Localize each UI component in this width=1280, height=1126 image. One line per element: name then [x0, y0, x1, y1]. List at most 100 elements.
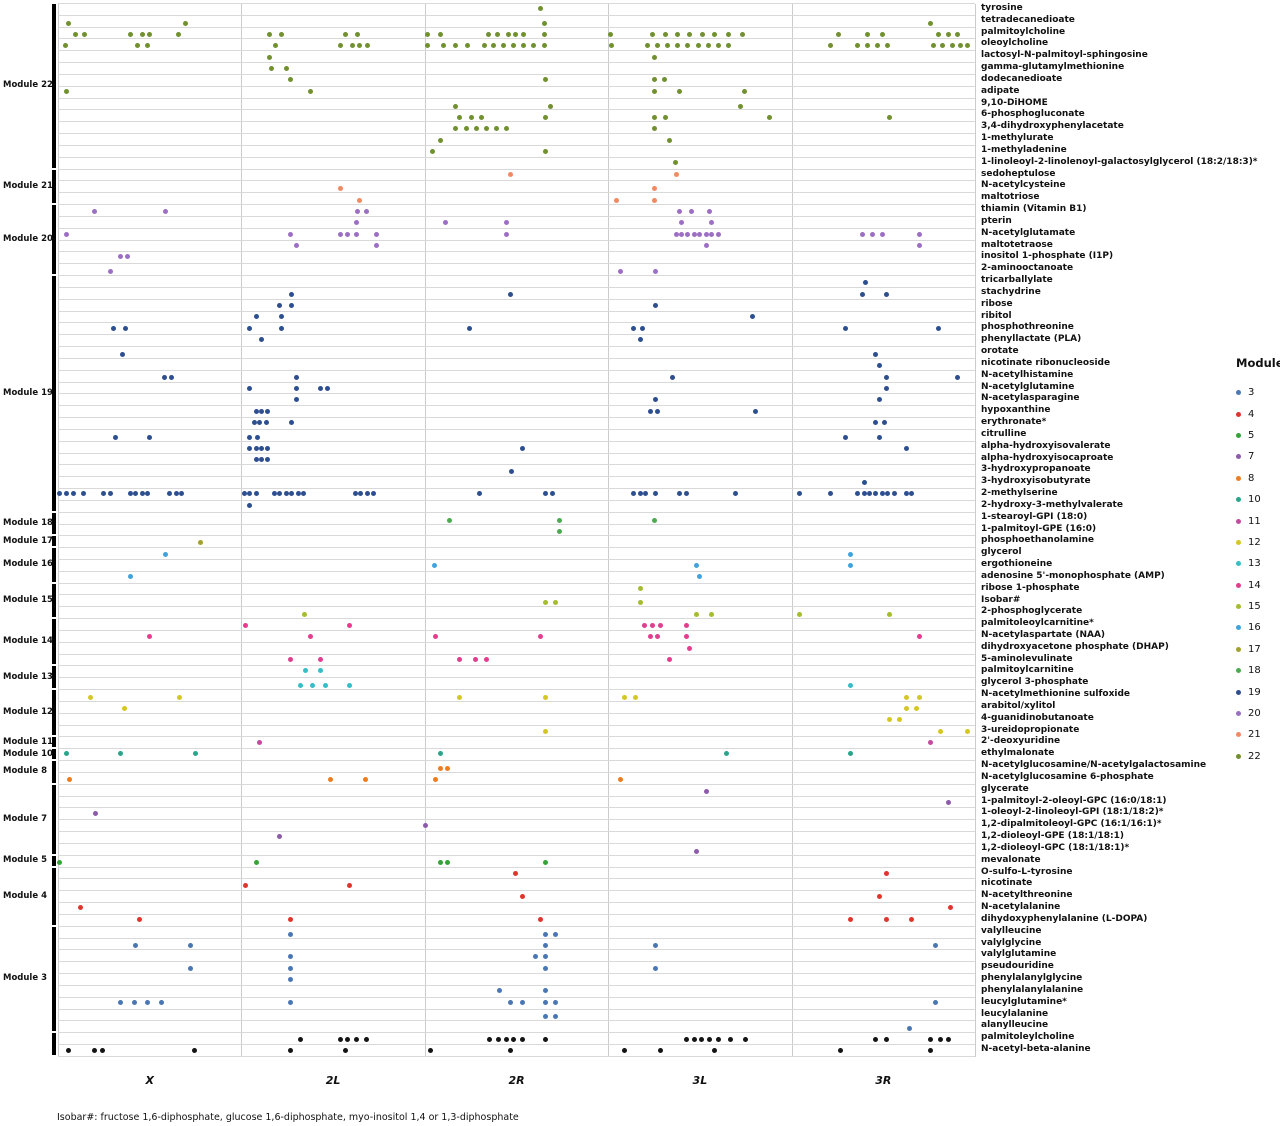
- qtl-dot: [437, 751, 443, 757]
- qtl-dot: [279, 32, 285, 38]
- qtl-dot: [767, 114, 773, 120]
- qtl-dot: [62, 43, 68, 49]
- qtl-dot: [253, 314, 259, 320]
- qtl-dot: [287, 77, 293, 83]
- qtl-dot: [903, 694, 909, 700]
- metabolite-row: [58, 430, 975, 442]
- metabolite-row: [58, 607, 975, 620]
- qtl-dot: [875, 43, 881, 49]
- metabolite-row: [58, 1010, 975, 1022]
- metabolite-row: [58, 986, 975, 998]
- metabolite-label: arabitol/xylitol: [981, 700, 1056, 711]
- qtl-dot: [737, 103, 743, 109]
- qtl-dot: [67, 777, 73, 783]
- qtl-dot: [859, 231, 865, 237]
- qtl-dot: [653, 397, 659, 403]
- qtl-dot: [337, 186, 343, 192]
- metabolite-label: leucylglutamine*: [981, 996, 1067, 1007]
- qtl-dot: [357, 43, 363, 49]
- qtl-dot: [617, 269, 623, 275]
- qtl-dot: [537, 5, 543, 11]
- qtl-dot: [353, 220, 359, 226]
- qtl-dot: [345, 1037, 351, 1043]
- metabolite-label: tyrosine: [981, 3, 1023, 13]
- module-bar: [52, 926, 56, 1032]
- metabolite-row: [58, 276, 975, 288]
- module-bar: [52, 749, 56, 760]
- qtl-dot: [267, 54, 273, 60]
- qtl-dot: [187, 965, 193, 971]
- qtl-dot: [77, 905, 83, 911]
- metabolite-label: dihydroxyacetone phosphate (DHAP): [981, 641, 1169, 652]
- qtl-dot: [613, 197, 619, 203]
- qtl-dot: [287, 1048, 293, 1054]
- qtl-dot: [543, 1037, 549, 1043]
- qtl-dot: [553, 931, 559, 937]
- legend-value: 18: [1248, 665, 1261, 677]
- qtl-dot: [543, 988, 549, 994]
- qtl-dot: [297, 683, 303, 689]
- qtl-dot: [117, 254, 123, 260]
- metabolite-row: [58, 394, 975, 407]
- qtl-dot: [487, 1037, 493, 1043]
- metabolite-row: [58, 122, 975, 135]
- qtl-dot: [317, 657, 323, 663]
- metabolite-row: [58, 347, 975, 359]
- metabolite-label: tricarballylate: [981, 275, 1053, 286]
- qtl-dot: [327, 777, 333, 783]
- qtl-dot: [65, 20, 71, 26]
- metabolite-label: lactosyl-N-palmitoyl-sphingosine: [981, 50, 1148, 61]
- qtl-dot: [873, 419, 879, 425]
- qtl-dot: [652, 517, 658, 523]
- qtl-dot: [358, 491, 364, 497]
- qtl-dot: [139, 491, 145, 497]
- qtl-dot: [933, 999, 939, 1005]
- qtl-dot: [503, 126, 509, 132]
- metabolite-row: [58, 134, 975, 146]
- metabolite-label: sedoheptulose: [981, 168, 1056, 179]
- qtl-dot: [337, 231, 343, 237]
- qtl-dot: [549, 491, 555, 497]
- qtl-dot: [679, 220, 685, 226]
- qtl-dot: [317, 668, 323, 674]
- qtl-dot: [192, 1048, 198, 1054]
- qtl-dot: [494, 32, 500, 38]
- qtl-dot: [707, 209, 713, 215]
- metabolite-row: [58, 915, 975, 927]
- qtl-dot: [891, 491, 897, 497]
- qtl-dot: [733, 491, 739, 497]
- qtl-dot: [533, 954, 539, 960]
- qtl-dot: [665, 43, 671, 49]
- legend-item: 21: [1236, 724, 1280, 745]
- metabolite-label: 2-methylserine: [981, 488, 1058, 499]
- metabolite-label: ribose: [981, 298, 1013, 309]
- qtl-dot: [57, 860, 63, 866]
- legend-value: 13: [1248, 558, 1261, 570]
- qtl-dot: [883, 871, 889, 877]
- qtl-dot: [467, 325, 473, 331]
- metabolite-row: [58, 773, 975, 785]
- qtl-dot: [677, 209, 683, 215]
- isobar-footnote: Isobar#: fructose 1,6-diphosphate, gluco…: [57, 1112, 519, 1123]
- metabolite-row: [58, 702, 975, 714]
- legend-item: 5: [1236, 425, 1280, 446]
- qtl-dot: [835, 32, 841, 38]
- metabolite-label: palmitoylcarnitine: [981, 665, 1074, 676]
- qtl-dot: [693, 848, 699, 854]
- module-bar: [52, 536, 56, 547]
- metabolite-row: [58, 619, 975, 631]
- qtl-dot: [493, 126, 499, 132]
- qtl-dot: [543, 728, 549, 734]
- qtl-dot: [689, 209, 695, 215]
- metabolite-row: [58, 761, 975, 773]
- qtl-dot: [259, 446, 265, 452]
- metabolite-label: leucylalanine: [981, 1008, 1049, 1019]
- metabolite-row: [58, 264, 975, 277]
- qtl-dot: [317, 385, 323, 391]
- qtl-dot: [843, 434, 849, 440]
- metabolite-label: hypoxanthine: [981, 405, 1051, 416]
- qtl-dot: [125, 254, 131, 260]
- metabolite-label: N-acetylglutamate: [981, 227, 1076, 238]
- metabolite-row: [58, 631, 975, 643]
- metabolite-label: adipate: [981, 85, 1020, 96]
